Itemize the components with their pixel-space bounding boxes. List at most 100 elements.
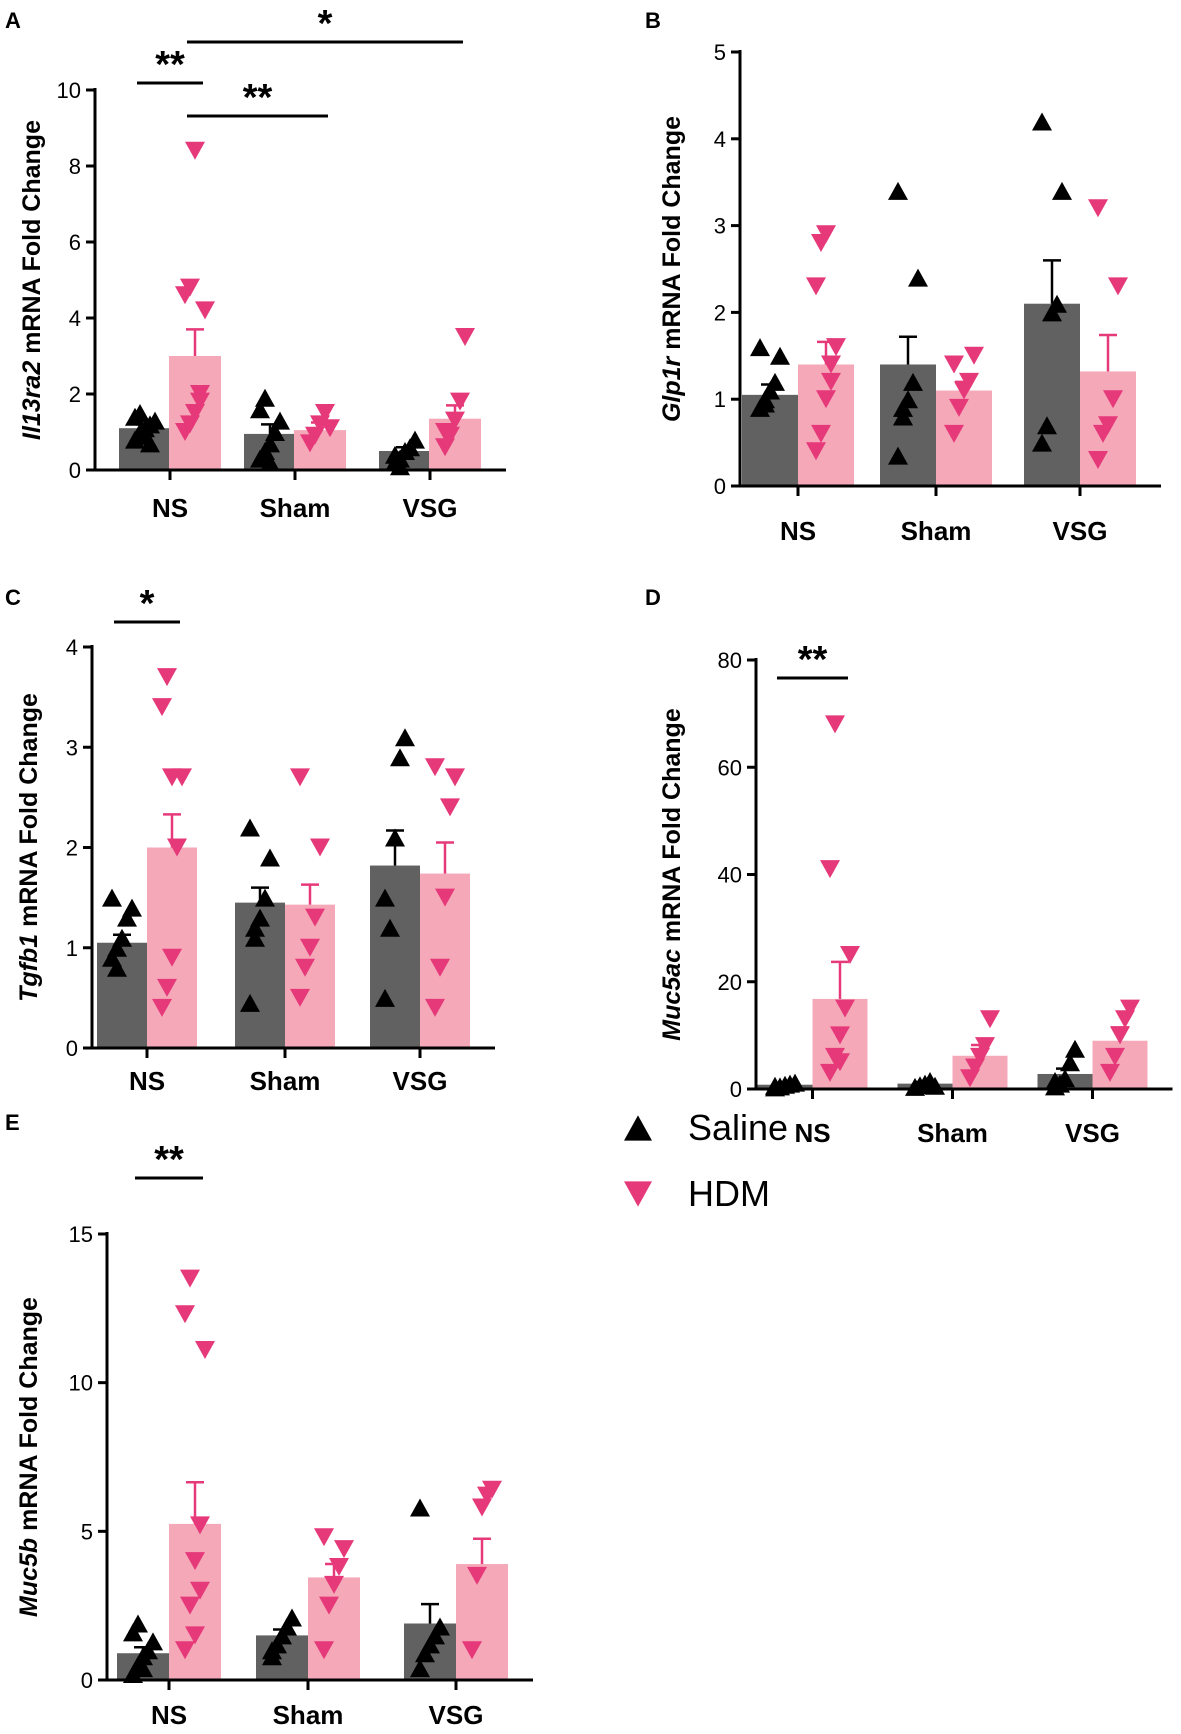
panel-letter: A [5,8,21,33]
y-tick-label: 60 [718,755,742,780]
point-hdm [190,1516,210,1535]
point-saline [143,1632,163,1651]
legend-marker-hdm [624,1181,652,1207]
point-saline [128,1614,148,1633]
x-tick-label: NS [129,1066,165,1096]
bar-saline-sham [235,902,285,1048]
bar-hdm-sham [285,904,335,1048]
y-tick-label: 3 [66,735,78,760]
point-saline [385,828,405,847]
significance-label: ** [243,77,273,119]
point-hdm [830,1053,850,1072]
point-saline [888,181,908,200]
panel-letter: C [5,585,21,610]
panel-d: D Muc5ac mRNA Fold Change 0 20 40 60 80 NS Sham V… [645,585,1173,1148]
x-tick-label: Sham [250,1066,321,1096]
point-hdm [944,424,964,443]
y-tick-label: 4 [714,127,726,152]
point-hdm [157,978,177,997]
gene-name: Muc5b [15,1538,43,1617]
point-hdm [190,1581,210,1600]
significance-label: ** [798,639,828,681]
point-hdm [811,424,831,443]
point-saline [145,411,165,430]
point-hdm [305,908,325,927]
panel-b: B Glp1r mRNA Fold Change 0 1 2 3 4 5 NS Sham VSG [645,8,1161,546]
point-hdm [425,998,445,1017]
y-tick-label: 20 [718,970,742,995]
point-saline [107,938,127,957]
point-hdm [806,277,826,296]
panel-letter: B [645,8,661,33]
point-hdm [300,938,320,957]
point-hdm [840,945,860,964]
significance-label: * [318,3,333,45]
point-hdm [162,768,182,787]
x-tick-label: NS [152,493,188,523]
point-hdm [157,668,177,687]
significance-label: ** [154,1139,184,1181]
point-hdm [462,1641,482,1660]
y-tick-label: 6 [69,230,81,255]
legend: Saline HDM [624,1107,788,1214]
point-hdm [195,1340,215,1359]
point-saline [260,848,280,867]
point-saline [750,338,770,357]
point-hdm [329,1558,349,1577]
point-saline [1065,1039,1085,1058]
point-hdm [816,225,836,244]
y-axis-suffix: mRNA Fold Change [18,120,46,361]
point-saline [240,993,260,1012]
point-saline [1060,1053,1080,1072]
point-hdm [152,698,172,717]
point-hdm [425,758,445,777]
point-hdm [820,1063,840,1082]
point-saline [375,888,395,907]
point-hdm [949,398,969,417]
point-saline [282,1608,302,1627]
point-saline [785,1073,805,1092]
point-hdm [290,768,310,787]
point-hdm [445,411,465,430]
point-saline [1032,112,1052,131]
point-saline [405,430,425,449]
point-hdm [830,1026,850,1045]
point-hdm [821,372,841,391]
point-hdm [162,948,182,967]
legend-label-saline: Saline [688,1107,788,1148]
point-hdm [180,278,200,297]
point-hdm [482,1480,502,1499]
y-tick-label: 2 [69,382,81,407]
gene-name: Il13ra2 [18,361,46,440]
point-hdm [319,1596,339,1615]
y-tick-label: 10 [69,1371,93,1396]
point-hdm [450,392,470,411]
point-hdm [975,1037,995,1056]
point-saline [240,818,260,837]
point-hdm [1108,277,1128,296]
bar-saline-vsg [1024,303,1080,486]
panel-letter: E [5,1110,20,1135]
point-saline [262,1641,282,1660]
point-hdm [455,328,475,346]
point-saline [1047,294,1067,313]
point-hdm [185,1626,205,1645]
point-hdm [310,838,330,857]
significance-label: * [140,583,155,625]
y-tick-label: 40 [718,863,742,888]
y-axis-suffix: mRNA Fold Change [15,693,43,934]
y-axis-label: Tgfb1 mRNA Fold Change [15,693,43,1002]
point-saline [265,423,285,441]
y-tick-label: 0 [66,1036,78,1061]
y-axis-suffix: mRNA Fold Change [15,1297,43,1538]
bar-saline-vsg [370,865,420,1048]
point-hdm [440,798,460,817]
point-hdm [835,999,855,1018]
point-saline [270,411,290,430]
point-saline [893,407,913,426]
point-hdm [1103,390,1123,409]
point-hdm [190,392,210,411]
point-saline [1045,1071,1065,1090]
point-saline [102,888,122,907]
